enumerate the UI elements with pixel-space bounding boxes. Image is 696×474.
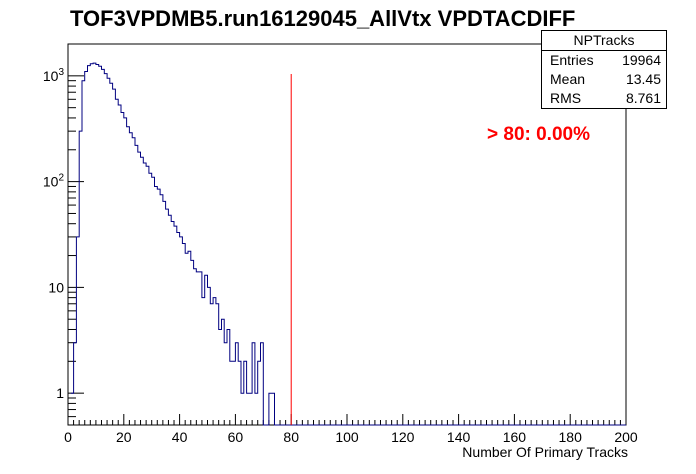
stats-value: 13.45 bbox=[625, 71, 661, 87]
x-axis: 0 20 40 60 80 100 120 140 160 180 200 bbox=[64, 414, 638, 445]
y-tick-label: 103 bbox=[43, 67, 65, 84]
stats-row-entries: Entries 19964 bbox=[542, 51, 666, 70]
x-tick-label: 140 bbox=[447, 429, 471, 445]
x-axis-label: Number Of Primary Tracks bbox=[462, 444, 628, 460]
histogram bbox=[70, 62, 626, 426]
stats-row-rms: RMS 8.761 bbox=[542, 89, 666, 108]
stats-value: 19964 bbox=[622, 52, 661, 68]
stats-label: Mean bbox=[550, 71, 586, 87]
y-axis: 1 10 102 103 bbox=[43, 43, 84, 426]
x-tick-label: 40 bbox=[172, 429, 188, 445]
plot-frame bbox=[67, 43, 627, 426]
x-tick-label: 60 bbox=[228, 429, 244, 445]
stats-label: RMS bbox=[550, 90, 582, 106]
y-tick-label: 1 bbox=[56, 385, 64, 401]
stats-value: 8.761 bbox=[625, 90, 661, 106]
stats-label: Entries bbox=[550, 52, 594, 68]
fraction-annotation: > 80: 0.00% bbox=[487, 124, 590, 145]
x-tick-label: 180 bbox=[559, 429, 583, 445]
y-tick-label: 10 bbox=[48, 279, 64, 295]
x-tick-label: 100 bbox=[335, 429, 359, 445]
y-tick-label: 102 bbox=[43, 173, 65, 190]
stats-row-mean: Mean 13.45 bbox=[542, 70, 666, 89]
chart-title: TOF3VPDMB5.run16129045_AllVtx VPDTACDIFF bbox=[70, 6, 576, 31]
x-tick-label: 120 bbox=[391, 429, 415, 445]
histogram-line bbox=[70, 62, 626, 426]
stats-box-name: NPTracks bbox=[542, 31, 666, 51]
x-tick-label: 200 bbox=[614, 429, 638, 445]
x-tick-label: 20 bbox=[116, 429, 132, 445]
x-tick-label: 80 bbox=[283, 429, 299, 445]
stats-box: NPTracks Entries 19964 Mean 13.45 RMS 8.… bbox=[541, 30, 667, 109]
x-tick-label: 0 bbox=[64, 429, 72, 445]
x-tick-label: 160 bbox=[503, 429, 527, 445]
